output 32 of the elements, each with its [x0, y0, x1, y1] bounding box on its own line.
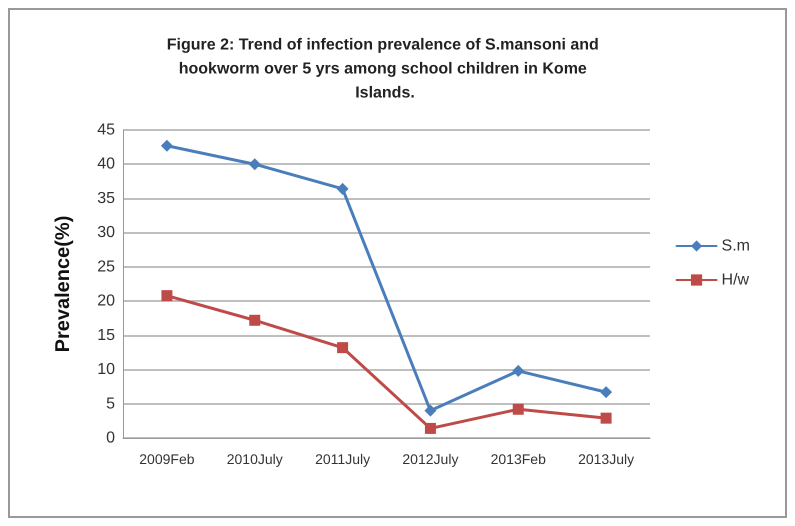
point	[337, 342, 348, 354]
y-tick-label: 5	[106, 395, 116, 412]
point	[336, 182, 349, 195]
point	[424, 404, 436, 417]
point	[512, 404, 524, 415]
chart-title: Figure 2: Trend of infection prevalence of S.mansoni and hookworm over 5 yrs among school children in Kome Islands.	[166, 36, 604, 102]
legend-label: H/w	[722, 272, 750, 288]
y-axis-title: Prevalence(%)	[52, 216, 74, 352]
point	[424, 422, 436, 434]
x-tick-label: 2011July	[315, 451, 370, 467]
x-tick-label: 2009Feb	[139, 451, 195, 467]
y-tick-label: 30	[97, 224, 116, 242]
y-tick-label: 15	[97, 326, 116, 344]
y-tick-label: 35	[97, 190, 116, 207]
point	[161, 290, 172, 302]
x-tick-label: 2010July	[226, 451, 283, 467]
point	[600, 386, 612, 398]
point	[600, 412, 612, 424]
y-tick-label: 45	[97, 122, 116, 138]
y-tick-label: 10	[97, 361, 116, 378]
y-tick-label: 0	[106, 430, 116, 446]
point	[160, 140, 173, 152]
x-tick-label: 2012July	[402, 451, 458, 467]
point	[249, 314, 260, 326]
x-tick-label: 2013Feb	[490, 451, 546, 467]
y-tick-label: 20	[97, 292, 116, 310]
y-tick-label: 25	[97, 258, 116, 276]
point	[248, 158, 261, 170]
point	[512, 364, 524, 377]
x-tick-label: 2013July	[578, 451, 634, 467]
y-tick-label: 40	[97, 156, 116, 173]
legend-label: S.m	[722, 238, 750, 254]
